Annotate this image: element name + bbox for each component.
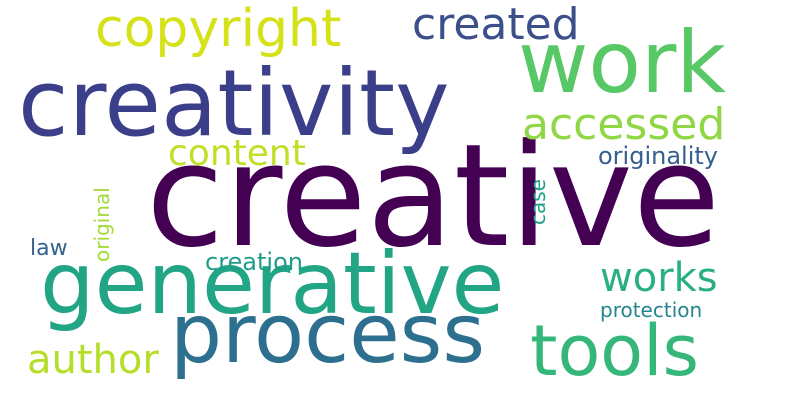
word-originality: originality [598,142,718,170]
word-creativity: creativity [18,50,450,157]
word-copyright: copyright [95,0,342,59]
word-original: original [90,187,114,262]
word-law: law [30,236,68,261]
word-creation: creation [205,248,303,276]
word-tools: tools [530,310,700,392]
word-generative: generative [40,234,505,334]
word-content: content [168,133,306,174]
word-created: created [412,0,580,50]
word-author: author [27,337,159,383]
word-creative: creative [146,114,721,279]
word-accessed: accessed [522,99,726,150]
word-work: work [518,13,727,113]
word-process: process [170,287,486,382]
word-works: works [600,255,718,301]
word-case: case [526,179,550,225]
word-protection: protection [600,298,703,322]
